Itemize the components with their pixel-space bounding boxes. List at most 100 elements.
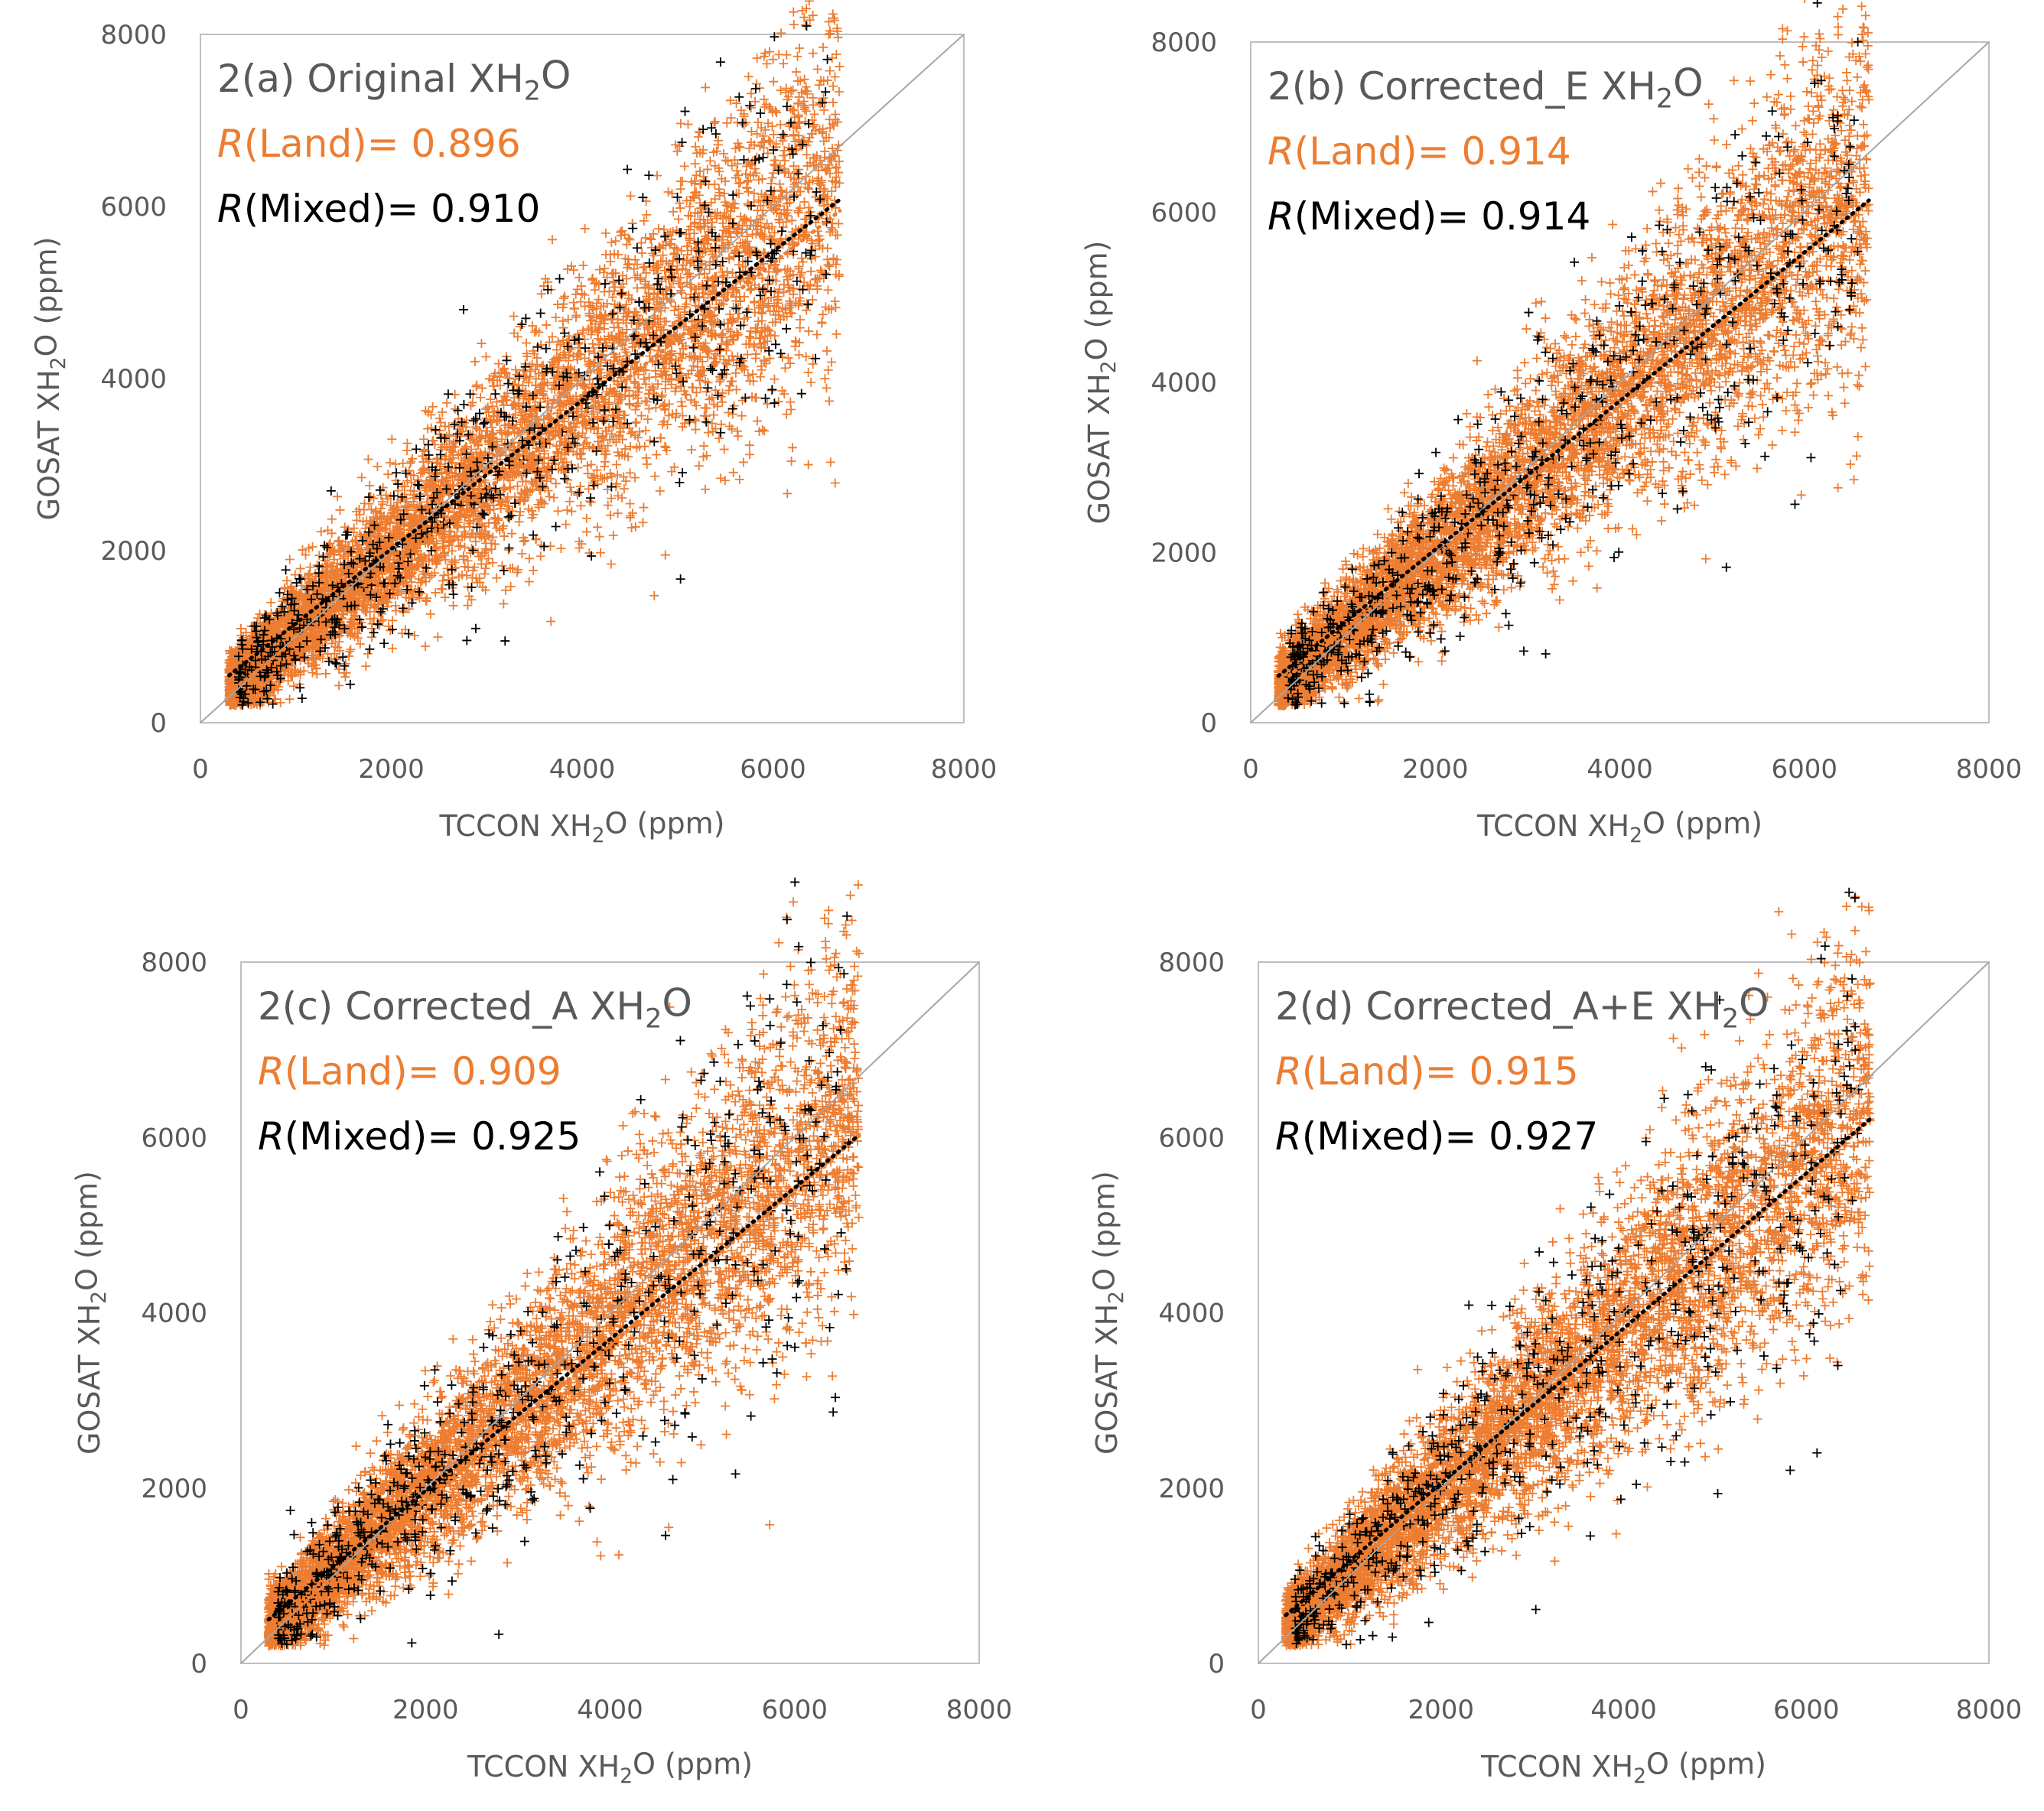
data-point (327, 515, 337, 524)
data-point (827, 358, 836, 367)
data-point (365, 481, 374, 490)
data-point (614, 491, 623, 500)
data-point (752, 129, 761, 138)
data-point (788, 106, 797, 115)
data-point (631, 418, 640, 428)
data-point (388, 616, 397, 625)
data-point (638, 518, 647, 527)
data-point (630, 255, 640, 265)
data-point (570, 304, 579, 314)
data-point (576, 501, 585, 510)
data-point (391, 460, 400, 469)
data-point (743, 350, 752, 359)
data-point (695, 461, 704, 470)
data-point (819, 43, 828, 52)
data-point (361, 662, 370, 671)
data-point (691, 159, 700, 168)
y-axis-title-suffix: O (ppm) (30, 237, 63, 357)
data-point (717, 420, 726, 429)
data-point (812, 330, 822, 340)
data-point (789, 86, 798, 95)
data-point (637, 249, 646, 258)
data-point (613, 470, 622, 480)
data-point (480, 569, 490, 578)
data-point (553, 506, 562, 515)
data-point (387, 434, 396, 444)
data-point (549, 493, 558, 502)
x-tick-label: 8000 (931, 754, 998, 785)
data-point (525, 554, 534, 563)
data-point (804, 460, 813, 470)
data-point (441, 593, 450, 602)
data-point (433, 632, 442, 642)
data-point (745, 450, 754, 459)
data-point (386, 626, 395, 635)
data-point (367, 632, 376, 642)
data-point (641, 426, 650, 435)
data-point (626, 499, 635, 509)
data-point (483, 403, 493, 412)
data-point (801, 21, 810, 30)
data-point (620, 484, 629, 493)
data-point (571, 311, 581, 320)
data-point (661, 551, 670, 560)
data-point (827, 223, 836, 232)
data-point (317, 527, 326, 536)
data-point (630, 273, 640, 282)
data-point (565, 483, 574, 492)
data-point (340, 672, 350, 681)
data-point (828, 82, 838, 91)
data-point (641, 233, 650, 242)
data-point (345, 647, 354, 656)
data-point (721, 346, 731, 356)
data-point (571, 290, 581, 299)
data-point (676, 184, 685, 193)
data-point (786, 359, 795, 368)
data-point (494, 359, 503, 369)
data-point (779, 151, 788, 161)
data-point (383, 470, 392, 479)
data-point (774, 50, 783, 59)
data-point (745, 441, 754, 450)
data-point (739, 457, 748, 467)
data-point (488, 558, 497, 567)
data-point (804, 327, 813, 336)
y-axis-title: GOSAT XH2O (ppm) (30, 237, 70, 521)
data-point (600, 264, 609, 273)
data-point (695, 270, 704, 279)
data-point (721, 476, 730, 485)
data-point (800, 105, 809, 114)
data-point (805, 203, 814, 212)
data-point (650, 472, 659, 481)
data-point (467, 544, 476, 553)
data-point (809, 49, 818, 58)
data-point (627, 429, 636, 438)
data-point (701, 485, 710, 494)
data-point (517, 549, 526, 558)
y-tick-label: 2000 (100, 536, 167, 567)
data-point (786, 398, 795, 407)
data-point (636, 239, 646, 248)
data-point (780, 156, 789, 165)
data-point (747, 103, 756, 112)
y-tick-label: 0 (150, 708, 167, 739)
data-point (627, 523, 636, 532)
data-point (824, 260, 833, 269)
x-tick-label: 6000 (740, 754, 806, 785)
data-point (825, 67, 835, 76)
data-point (565, 497, 574, 506)
data-point (796, 315, 805, 324)
data-point (747, 127, 756, 136)
data-point (497, 561, 506, 571)
data-point (831, 478, 840, 487)
data-point (289, 681, 298, 691)
data-point (832, 330, 841, 339)
x-tick-label: 2000 (358, 754, 425, 785)
data-point (346, 645, 355, 654)
data-point (820, 374, 829, 383)
data-point (456, 541, 465, 551)
data-point (783, 353, 793, 363)
data-point (542, 320, 551, 330)
data-point (742, 183, 751, 192)
